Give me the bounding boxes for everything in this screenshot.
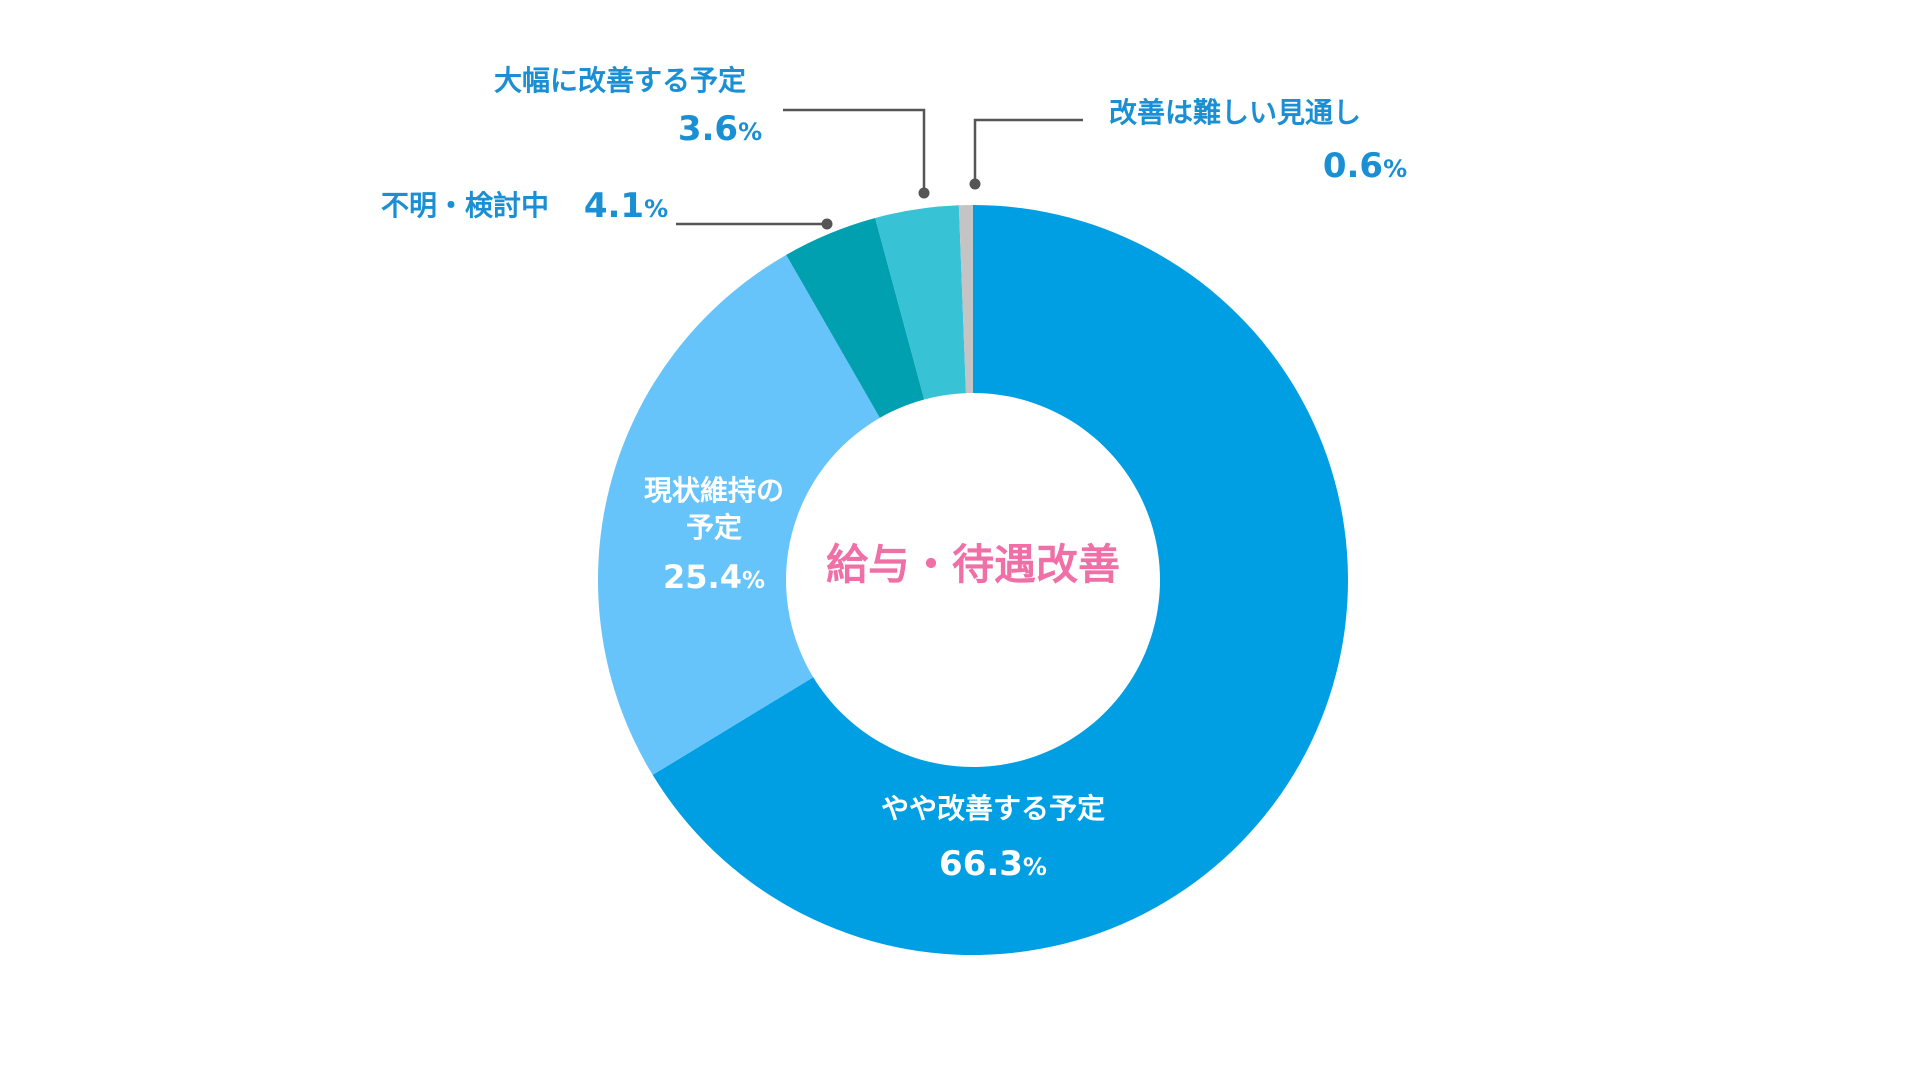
- slice-label-3: 大幅に改善する予定: [494, 64, 746, 97]
- leader-2-dot: [821, 218, 833, 230]
- leader-3-dot: [918, 187, 930, 199]
- slice-value-2: 4.1%: [584, 186, 668, 226]
- slice-value-4-unit: %: [1383, 155, 1407, 183]
- slice-value-1: 25.4%: [663, 558, 765, 596]
- leader-3: [783, 108, 926, 193]
- slice-value-3: 3.6%: [678, 109, 762, 149]
- slice-0: [652, 205, 1348, 955]
- slice-value-1-unit: %: [742, 568, 765, 594]
- slice-value-0: 66.3%: [939, 844, 1047, 884]
- slice-1: [597, 254, 880, 775]
- slice-value-0-unit: %: [1023, 853, 1047, 881]
- slice-label-1a: 現状維持の: [644, 474, 784, 507]
- leader-4-dot: [969, 178, 981, 190]
- slice-value-4: 0.6%: [1323, 146, 1407, 186]
- slice-3: [875, 205, 966, 400]
- slice-label-4: 改善は難しい見通し: [1109, 96, 1361, 129]
- slice-value-4-number: 0.6: [1323, 146, 1383, 186]
- slice-value-0-number: 66.3: [939, 844, 1023, 884]
- slice-label-1b: 予定: [686, 511, 742, 544]
- slice-label-0: やや改善する予定: [881, 792, 1105, 825]
- slice-2: [786, 217, 925, 418]
- slices-group: [597, 205, 1348, 955]
- slice-label-2: 不明・検討中: [381, 189, 549, 222]
- slice-value-3-number: 3.6: [678, 109, 738, 149]
- leader-4: [973, 118, 1083, 184]
- center-label: 給与・待遇改善: [826, 540, 1120, 589]
- leader-lines-group: [676, 108, 1083, 230]
- slice-value-3-unit: %: [738, 118, 762, 146]
- slice-4: [958, 205, 973, 394]
- slice-value-2-number: 4.1: [584, 186, 644, 226]
- slice-value-2-unit: %: [644, 195, 668, 223]
- slice-value-1-number: 25.4: [663, 558, 742, 596]
